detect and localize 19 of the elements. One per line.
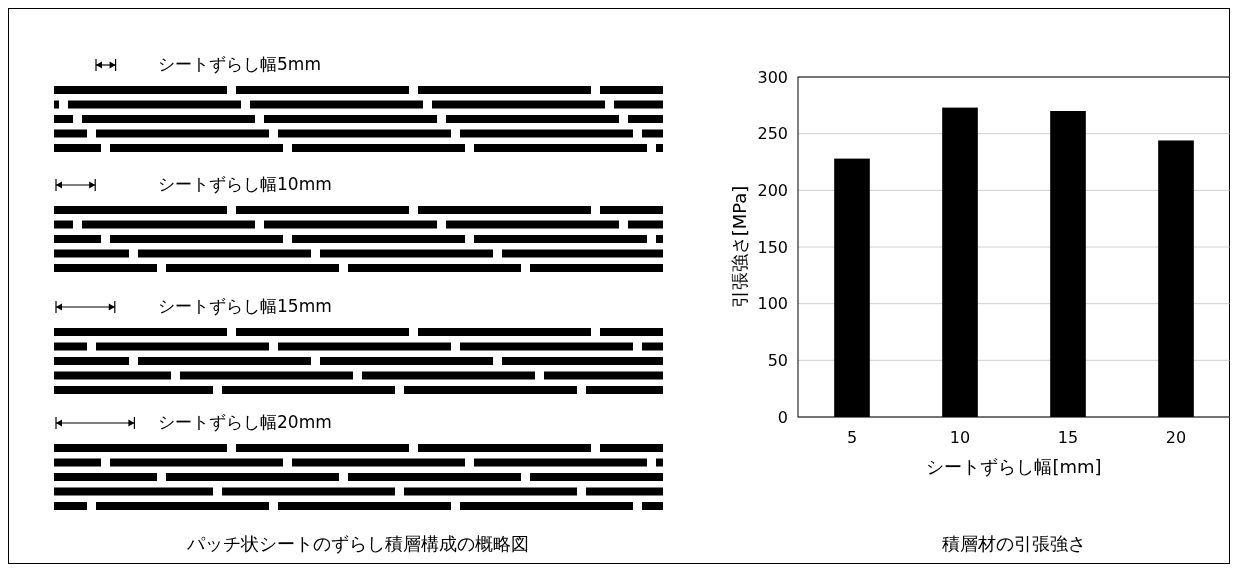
text: シートずらし幅20mm bbox=[158, 412, 332, 432]
y-tick-label: 150 bbox=[757, 237, 788, 257]
text: シートずらし幅10mm bbox=[158, 174, 332, 194]
y-tick-label: 100 bbox=[757, 294, 788, 314]
text: パッチ状シートのずらし積層構成の概略図 bbox=[186, 533, 529, 554]
y-tick-label: 300 bbox=[757, 67, 788, 87]
x-tick-label: 5 bbox=[846, 428, 858, 447]
x-tick-label: 20 bbox=[1165, 428, 1187, 447]
y-axis-title: 引張強さ[MPa] bbox=[729, 185, 750, 309]
y-tick-label: 200 bbox=[757, 180, 788, 200]
y-tick-label: 250 bbox=[757, 124, 788, 144]
x-axis-title: シートずらし幅[mm] bbox=[926, 456, 1102, 477]
x-tick-label: 15 bbox=[1057, 428, 1079, 447]
x-tick-label: 10 bbox=[949, 428, 971, 447]
y-tick-label: 0 bbox=[777, 407, 788, 427]
text: シートずらし幅5mm bbox=[158, 54, 321, 74]
y-tick-label: 50 bbox=[767, 350, 788, 370]
text: 積層材の引張強さ bbox=[942, 533, 1086, 554]
text: シートずらし幅15mm bbox=[158, 296, 332, 316]
